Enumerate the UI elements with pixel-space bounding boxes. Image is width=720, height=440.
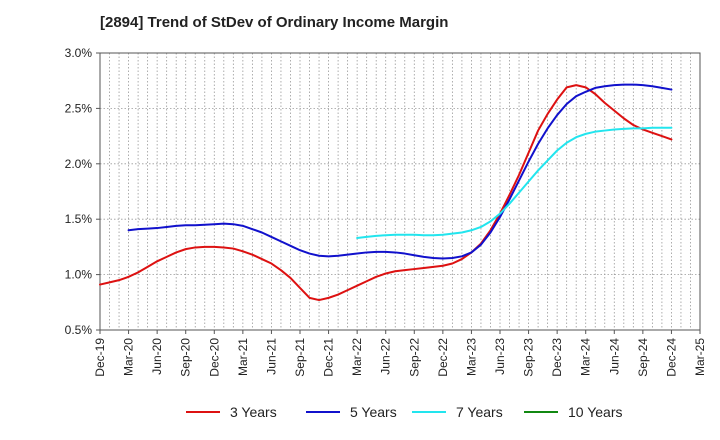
legend-item-10-years: 10 Years	[524, 404, 623, 420]
chart-title: [2894] Trend of StDev of Ordinary Income…	[100, 14, 449, 31]
x-tick-label: Sep-23	[522, 338, 536, 377]
legend-swatch	[186, 411, 220, 413]
x-tick-label: Mar-20	[122, 338, 136, 376]
legend-item-3-years: 3 Years	[186, 404, 277, 420]
legend-label: 7 Years	[456, 404, 503, 420]
x-tick-label: Mar-25	[693, 338, 707, 376]
x-tick-label: Mar-21	[236, 338, 250, 376]
legend-swatch	[412, 411, 446, 413]
y-tick-label: 2.5%	[65, 101, 93, 115]
x-tick-label: Dec-20	[207, 338, 221, 377]
legend-item-5-years: 5 Years	[306, 404, 397, 420]
legend-label: 5 Years	[350, 404, 397, 420]
legend: 3 Years 5 Years 7 Years 10 Years	[0, 404, 720, 426]
x-tick-label: Mar-23	[464, 338, 478, 376]
x-tick-label: Jun-20	[150, 338, 164, 375]
x-tick-label: Sep-20	[179, 338, 193, 377]
x-tick-label: Mar-22	[350, 338, 364, 376]
legend-item-7-years: 7 Years	[412, 404, 503, 420]
legend-swatch	[524, 411, 558, 413]
y-tick-label: 2.0%	[65, 157, 93, 171]
series-line-5-years	[127, 83, 673, 260]
legend-label: 10 Years	[568, 404, 623, 420]
x-tick-label: Dec-22	[436, 338, 450, 377]
x-tick-label: Jun-22	[379, 338, 393, 375]
x-tick-label: Sep-24	[636, 338, 650, 377]
series-line-3-years	[99, 84, 673, 302]
x-tick-label: Sep-21	[293, 338, 307, 377]
legend-swatch	[306, 411, 340, 413]
x-tick-label: Mar-24	[579, 338, 593, 376]
legend-label: 3 Years	[230, 404, 277, 420]
x-tick-label: Jun-24	[607, 338, 621, 375]
x-tick-label: Jun-21	[264, 338, 278, 375]
plot-frame	[99, 52, 701, 331]
x-tick-label: Dec-21	[322, 338, 336, 377]
y-tick-label: 3.0%	[65, 46, 93, 60]
y-tick-label: 1.5%	[65, 212, 93, 226]
x-tick-label: Sep-22	[407, 338, 421, 377]
x-tick-label: Dec-24	[664, 338, 678, 377]
y-tick-label: 1.0%	[65, 268, 93, 282]
x-tick-label: Dec-23	[550, 338, 564, 377]
series-line-7-years	[356, 126, 673, 240]
y-tick-label: 0.5%	[65, 323, 93, 337]
x-tick-label: Jun-23	[493, 338, 507, 375]
x-tick-label: Dec-19	[93, 338, 107, 377]
